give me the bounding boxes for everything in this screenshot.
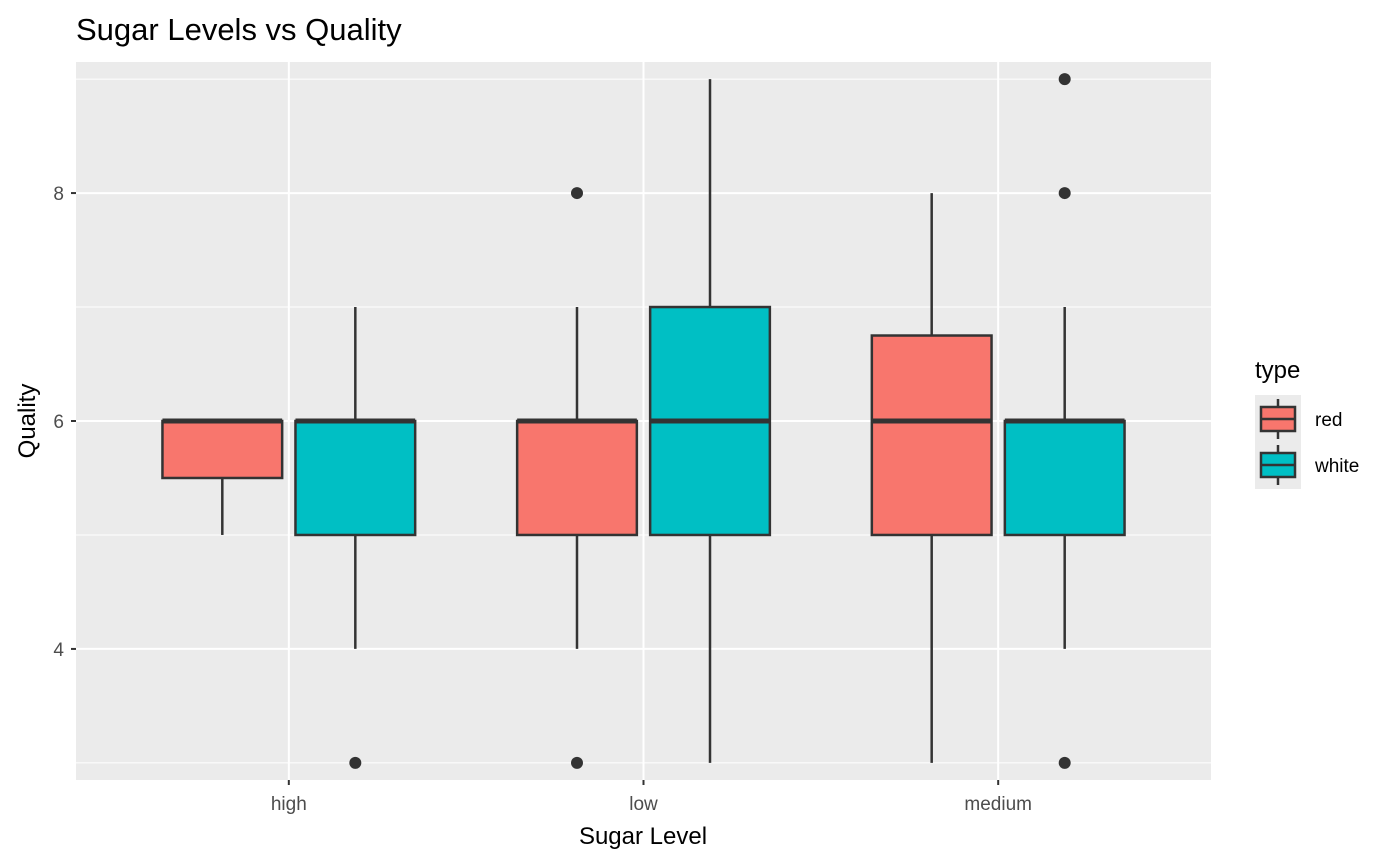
outlier-point <box>570 187 583 200</box>
box-white-low <box>648 79 772 763</box>
outlier-point <box>1058 756 1071 769</box>
box-body <box>515 419 639 537</box>
outlier-point <box>1058 73 1071 86</box>
x-tick-label: high <box>271 794 307 815</box>
box-body <box>161 419 284 480</box>
x-tick-label: low <box>629 794 658 815</box>
y-axis-title: Quality <box>14 384 41 459</box>
legend-label: red <box>1315 410 1342 431</box>
legend-key-white <box>1259 445 1297 485</box>
box-red-low <box>515 187 639 769</box>
y-axis: 4 6 8 <box>53 184 76 661</box>
outlier-point <box>349 756 362 769</box>
legend-label: white <box>1314 456 1359 477</box>
legend: type red white <box>1255 357 1359 489</box>
box-marks <box>161 73 1126 769</box>
outlier-point <box>1058 187 1071 200</box>
legend-title: type <box>1255 357 1300 384</box>
box-white-medium <box>1003 73 1126 769</box>
x-axis: high low medium <box>271 780 1032 815</box>
y-tick-label: 6 <box>53 412 64 433</box>
x-axis-title: Sugar Level <box>579 823 707 850</box>
box-body <box>294 419 417 537</box>
y-tick-label: 4 <box>53 640 64 661</box>
y-tick-label: 8 <box>53 184 64 205</box>
box-body <box>870 334 993 537</box>
legend-key-red <box>1259 399 1297 439</box>
box-red-medium <box>870 193 993 763</box>
box-white-high <box>294 307 417 769</box>
x-tick-label: medium <box>964 794 1032 815</box>
outlier-point <box>570 756 583 769</box>
chart-title: Sugar Levels vs Quality <box>76 12 402 47</box>
box-body <box>1003 419 1126 537</box>
box-red-high <box>161 418 284 535</box>
